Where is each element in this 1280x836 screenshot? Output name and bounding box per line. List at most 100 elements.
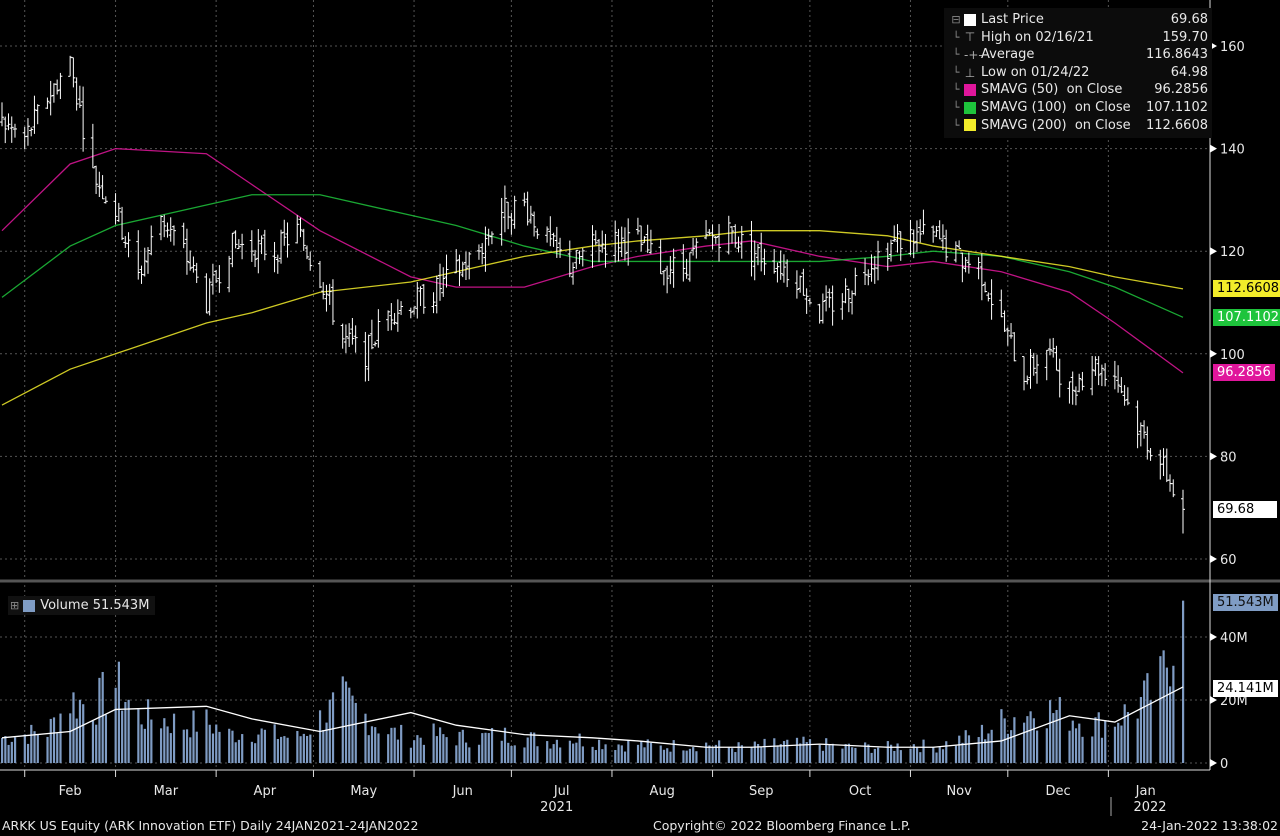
volume-bar [208,724,211,763]
ohlc-bar [191,256,196,273]
volume-bar [322,729,325,763]
volume-bar [114,687,117,763]
green-square-icon [964,101,976,114]
volume-bar [980,724,984,763]
ohlc-bar [759,232,764,272]
volume-bar [870,752,873,763]
volume-bar [536,746,539,763]
collapse-icon[interactable]: ⊟ [951,13,961,26]
ohlc-bar [324,284,329,312]
ohlc-bar [999,289,1004,318]
ohlc-bar [1135,400,1140,449]
volume-ma-tag: 24.141M [1213,680,1278,697]
ohlc-bar [240,233,245,260]
volume-bar [140,724,143,763]
ohlc-bar [165,222,170,238]
ohlc-bar [71,57,76,88]
expand-icon[interactable]: ⊞ [10,599,20,612]
ohlc-bar [1148,447,1153,461]
ohlc-bar [343,324,348,353]
legend-sma100[interactable]: └ SMAVG (100) on Close 107.1102 [952,99,1208,115]
ohlc-bar [217,265,222,293]
volume-bar [182,729,185,763]
volume-bar [919,752,922,763]
ohlc-bar [162,214,167,238]
ohlc-bar [304,245,309,260]
ohlc-bar [486,228,491,246]
ohlc-bar [866,269,871,286]
volume-bar [231,730,234,763]
volume-bar [344,681,348,763]
volume-bar [851,747,854,763]
ohlc-bar [1080,371,1085,391]
ohlc-bar [259,235,264,255]
ohlc-bar [976,257,981,280]
ohlc-bar [366,334,371,382]
volume-bar [205,709,208,763]
legend-high[interactable]: └ ⊤ High on 02/16/21 159.70 [952,29,1208,45]
ohlc-bar [1122,385,1127,406]
volume-bar [91,720,95,763]
volume-bar [101,671,104,763]
year-label: 2021 [540,800,573,815]
ohlc-bar [801,268,806,296]
volume-bar [507,742,510,763]
volume-bar [195,731,198,763]
ohlc-bar [934,226,939,238]
volume-bar [818,745,821,763]
ohlc-bar [204,273,209,314]
volume-bar [1143,680,1146,763]
volume-bar [1146,673,1149,763]
ohlc-bar [116,202,121,222]
volume-bar [896,743,899,763]
legend-sma50[interactable]: └ SMAVG (50) on Close 96.2856 [952,82,1208,98]
x-tick-label: Dec [1046,784,1071,799]
low-marker-icon: ⊥ [964,65,976,80]
ohlc-bar [1161,448,1166,477]
ohlc-bar [272,241,277,273]
legend-last-price[interactable]: ⊟ Last Price 69.68 [948,11,1208,29]
volume-bar [4,736,7,763]
volume-bar [578,733,581,763]
volume-bar [1104,720,1107,763]
ohlc-bar [772,249,777,274]
volume-legend[interactable]: ⊞ Volume 51.543M [8,596,156,615]
legend-sma200[interactable]: └ SMAVG (200) on Close 112.6608 [952,117,1208,133]
x-tick-label: Mar [154,784,179,799]
ohlc-bar [1116,365,1121,393]
volume-bar [432,723,435,763]
ohlc-bar [9,116,14,143]
volume-bar [899,750,902,763]
volume-bar [977,737,980,763]
volume-bar [877,747,880,763]
ohlc-bar [1002,310,1007,332]
ohlc-bar [3,116,8,144]
volume-bar [461,729,464,763]
volume-bar [546,741,549,763]
volume-bar [234,742,237,763]
volume-bar [211,733,215,763]
volume-bar [513,745,516,763]
volume-bar [750,747,753,763]
volume-bar [802,736,805,763]
ohlc-bar [210,263,215,295]
volume-bar [941,749,945,763]
ohlc-bar [100,175,105,200]
volume-bar [481,733,484,763]
volume-bar [909,748,912,763]
legend-low[interactable]: └ ⊥ Low on 01/24/22 64.98 [952,64,1208,80]
volume-bar [555,739,559,763]
ohlc-bar [937,220,942,240]
volume-bar [458,731,461,763]
ohlc-bar [142,247,147,277]
legend-average[interactable]: └ -+- Average 116.8643 [952,47,1208,63]
ohlc-bar [733,224,738,248]
ohlc-bar [120,206,125,241]
white-square-icon [964,13,976,26]
volume-bar [163,718,166,763]
volume-bar [591,746,594,763]
volume-bar [1165,667,1168,763]
volume-bar [69,713,72,763]
ohlc-bar [846,288,851,313]
volume-bar [318,710,322,763]
